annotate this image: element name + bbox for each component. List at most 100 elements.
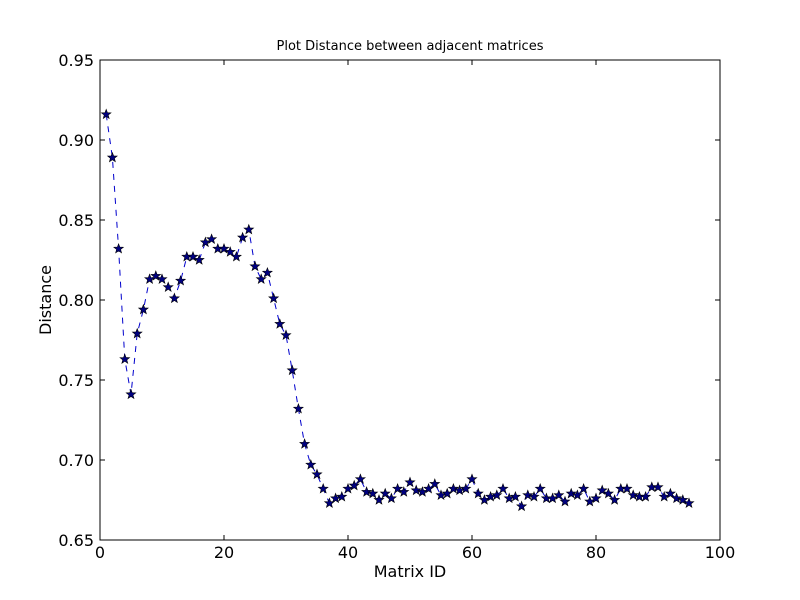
data-point [621, 482, 633, 494]
x-tick-label: 0 [95, 543, 105, 562]
data-point [516, 500, 528, 512]
data-point [187, 250, 199, 262]
data-point [175, 274, 187, 286]
data-point [218, 242, 230, 254]
x-tick-label: 40 [338, 543, 358, 562]
data-point [354, 473, 366, 484]
chart-title: Plot Distance between adjacent matrices [277, 39, 544, 54]
data-point [466, 473, 478, 484]
data-point [472, 487, 484, 499]
data-point [584, 495, 596, 507]
data-point [206, 233, 218, 244]
plot-area [100, 60, 720, 540]
data-point [299, 438, 311, 449]
data-point [491, 489, 503, 500]
data-point [106, 151, 118, 163]
data-point [478, 494, 490, 505]
data-layer [100, 108, 695, 512]
data-point [286, 364, 298, 376]
data-point [578, 482, 590, 494]
data-point [131, 327, 143, 339]
data-point [609, 494, 621, 505]
data-point [398, 486, 410, 497]
plot-frame [99, 59, 721, 541]
data-point [156, 273, 168, 284]
data-point [652, 481, 664, 492]
data-point [658, 490, 670, 502]
data-point [280, 329, 292, 340]
y-tick-label: 0.95 [58, 51, 94, 70]
data-point [534, 482, 546, 494]
data-point [373, 494, 385, 505]
data-point [664, 487, 676, 499]
y-tick-label: 0.90 [58, 131, 94, 150]
data-point [255, 273, 267, 284]
data-point [553, 489, 565, 500]
data-point [677, 494, 689, 505]
y-tick-label: 0.80 [58, 291, 94, 310]
data-point [590, 492, 602, 504]
data-point [150, 270, 162, 281]
data-point [237, 231, 249, 243]
data-point [528, 490, 540, 502]
y-tick-label: 0.75 [58, 371, 94, 390]
tick-layer: 0 20 40 60 80 100 0.65 0.70 0.75 0.80 0.85 0.90 0.95 [58, 51, 735, 562]
data-point [292, 402, 304, 414]
data-point [199, 236, 211, 248]
data-point [671, 492, 683, 504]
data-point [497, 482, 509, 494]
x-tick-label: 100 [705, 543, 736, 562]
data-point [571, 489, 583, 500]
data-point [348, 479, 360, 491]
data-point [317, 482, 329, 494]
data-point [305, 458, 317, 470]
data-point [416, 486, 428, 497]
data-point [193, 254, 205, 265]
y-tick-label: 0.70 [58, 451, 94, 470]
data-point [125, 388, 137, 400]
x-tick-label: 60 [462, 543, 482, 562]
data-point [162, 281, 174, 292]
data-point [230, 250, 242, 262]
data-point [385, 492, 397, 504]
data-point [119, 353, 131, 364]
data-point [565, 487, 577, 499]
data-point [137, 303, 149, 315]
data-point [168, 292, 180, 304]
y-tick-label: 0.85 [58, 211, 94, 230]
data-point [404, 476, 416, 488]
data-point [379, 487, 391, 499]
data-point [224, 246, 236, 257]
data-point [100, 108, 112, 120]
data-point [261, 266, 273, 278]
data-point [683, 497, 695, 508]
data-point [596, 484, 608, 496]
data-point [392, 482, 404, 494]
y-axis-title: Distance [36, 265, 55, 335]
x-tick-label: 80 [586, 543, 606, 562]
data-point [429, 478, 441, 489]
data-point [602, 487, 614, 499]
data-point [113, 242, 125, 254]
data-point [243, 223, 255, 235]
y-tick-label: 0.65 [58, 531, 94, 550]
data-point [460, 482, 472, 494]
data-point [249, 260, 261, 272]
data-point [361, 486, 373, 497]
data-point [447, 482, 459, 494]
data-point [627, 489, 639, 500]
data-point [311, 468, 323, 480]
data-point [547, 492, 559, 504]
data-point [342, 482, 354, 494]
data-point [274, 318, 286, 329]
data-point [268, 292, 280, 304]
x-tick-label: 20 [214, 543, 234, 562]
data-point [367, 487, 379, 499]
x-axis-title: Matrix ID [374, 562, 447, 581]
data-point [559, 495, 571, 507]
data-point [509, 490, 521, 502]
data-point [522, 489, 534, 500]
data-point [336, 490, 348, 502]
